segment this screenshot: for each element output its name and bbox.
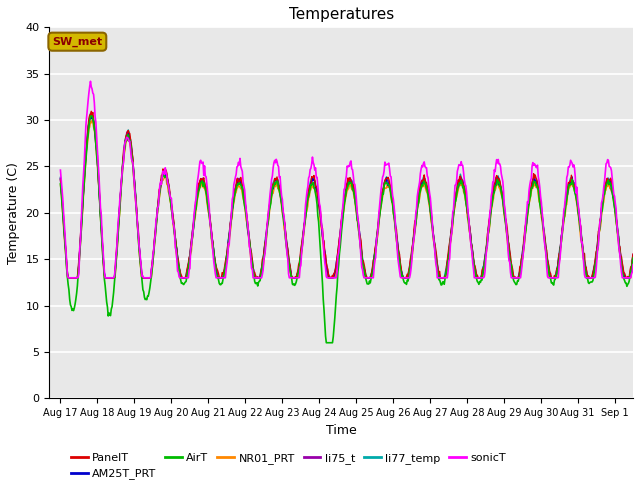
Text: SW_met: SW_met <box>52 36 102 47</box>
Y-axis label: Temperature (C): Temperature (C) <box>7 162 20 264</box>
Title: Temperatures: Temperatures <box>289 7 394 22</box>
X-axis label: Time: Time <box>326 424 356 437</box>
Legend: PanelT, AM25T_PRT, AirT, NR01_PRT, li75_t, li77_temp, sonicT: PanelT, AM25T_PRT, AirT, NR01_PRT, li75_… <box>67 448 511 480</box>
